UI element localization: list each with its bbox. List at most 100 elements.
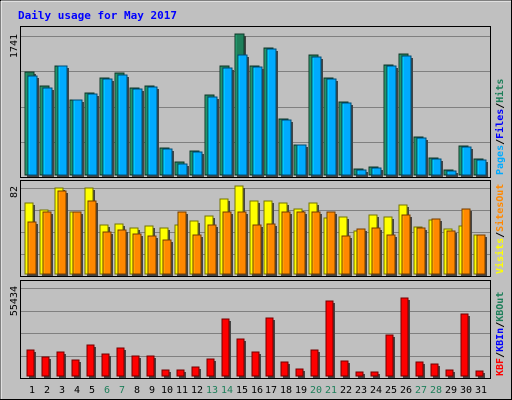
bar-sites-day-5 [87,200,98,276]
bar-files-day-13 [207,96,219,177]
bar-files-day-18 [281,119,293,177]
legend-item: F [495,358,506,364]
bar-files-day-6 [102,78,114,177]
bar-kb-f-day-26 [400,297,410,378]
bar-kb-f-day-7 [116,347,126,378]
bar-sites-day-19 [296,211,307,276]
bar-kb-f-day-11 [176,369,186,378]
bar-kb-f-day-22 [340,360,350,378]
bar-kb-f-day-25 [385,334,395,378]
x-tick-label: 19 [295,385,307,396]
x-tick-label: 6 [104,385,110,396]
bar-kb-f-day-24 [370,371,380,378]
bar-files-day-15 [237,54,249,177]
x-tick-label: 7 [119,385,125,396]
legend-item: In [495,328,506,340]
bar-files-day-2 [42,87,54,177]
bar-files-day-19 [296,144,308,177]
bar-files-day-28 [431,158,443,177]
bar-files-day-9 [147,86,159,177]
bar-kb-f-day-12 [191,366,201,378]
bar-files-day-29 [446,170,458,177]
x-tick-label: 10 [161,385,173,396]
bar-kb-f-day-10 [161,369,171,378]
panel-2: 82 Visits/SitesOut [9,180,506,277]
legend-item: / [495,322,506,328]
bar-files-day-22 [341,102,353,177]
bar-kb-f-day-19 [295,368,305,378]
bar-sites-day-7 [117,229,128,276]
bar-files-day-10 [162,148,174,177]
bar-files-day-8 [132,88,144,177]
bar-files-day-3 [57,65,69,177]
legend-item: KB [495,310,506,322]
bar-sites-day-4 [72,211,83,276]
bar-kb-f-day-3 [56,351,66,378]
bar-kb-f-day-1 [26,349,36,378]
bar-sites-day-11 [177,211,188,276]
panel-legend: Visits/SitesOut [494,184,506,274]
x-tick-label: 13 [206,385,218,396]
bar-sites-day-1 [27,221,38,276]
bar-files-day-12 [192,151,204,177]
legend-item: / [495,232,506,238]
bar-sites-day-30 [461,208,472,276]
bar-sites-day-3 [57,190,68,276]
bar-files-day-16 [252,66,264,177]
chart-title: Daily usage for May 2017 [18,9,177,22]
x-tick-label: 27 [415,385,427,396]
bar-sites-day-28 [431,218,442,276]
x-tick-label: 12 [191,385,203,396]
bar-kb-f-day-23 [355,371,365,378]
x-tick-label: 26 [400,385,412,396]
x-tick-label: 3 [59,385,65,396]
x-tick-label: 30 [460,385,472,396]
bar-kb-f-day-29 [445,369,455,378]
bar-files-day-26 [401,55,413,177]
bar-files-day-25 [386,65,398,177]
y-max-label: 55434 [9,286,20,316]
bar-sites-day-25 [386,234,397,276]
legend-item: KB [495,340,506,352]
bar-files-day-11 [177,163,189,177]
bar-sites-day-24 [371,227,382,276]
x-tick-label: 4 [74,385,80,396]
bar-sites-day-14 [222,211,233,276]
bar-kb-f-day-17 [265,317,275,378]
legend-item: Visits [494,238,506,274]
legend-item: Out [495,292,506,310]
bar-files-day-30 [461,146,473,177]
x-tick-label: 11 [176,385,188,396]
bar-kb-f-day-6 [101,353,111,378]
legend-item: / [495,139,506,145]
bar-files-day-1 [27,75,39,177]
y-max-label: 82 [9,186,20,198]
bar-kb-f-day-9 [146,355,156,378]
bar-kb-f-day-31 [475,370,485,378]
x-tick-label: 5 [89,385,95,396]
bar-sites-day-17 [266,223,277,276]
bar-sites-day-13 [207,224,218,276]
bar-files-day-7 [117,74,129,177]
bar-sites-day-10 [162,239,173,276]
legend-item: Sites [494,202,506,232]
bar-kb-f-day-14 [221,318,231,378]
legend-item: Out [495,184,506,202]
panel-legend: KBF/KBIn/KBOut [495,292,506,376]
bar-sites-day-18 [281,211,292,276]
bar-files-day-20 [311,56,323,177]
x-tick-label: 2 [44,385,50,396]
legend-item: Pages [495,145,506,175]
bar-files-day-21 [326,78,338,177]
x-tick-label: 8 [134,385,140,396]
x-tick-label: 24 [370,385,382,396]
bar-files-day-4 [72,99,84,177]
bar-sites-day-6 [102,231,113,276]
legend-item: / [495,103,506,109]
bar-sites-day-21 [326,211,337,276]
bar-sites-day-31 [476,234,487,276]
x-tick-label: 9 [149,385,155,396]
x-tick-label: 21 [325,385,337,396]
panel-legend: Pages/Files/Hits [494,79,506,175]
x-tick-label: 15 [236,385,248,396]
